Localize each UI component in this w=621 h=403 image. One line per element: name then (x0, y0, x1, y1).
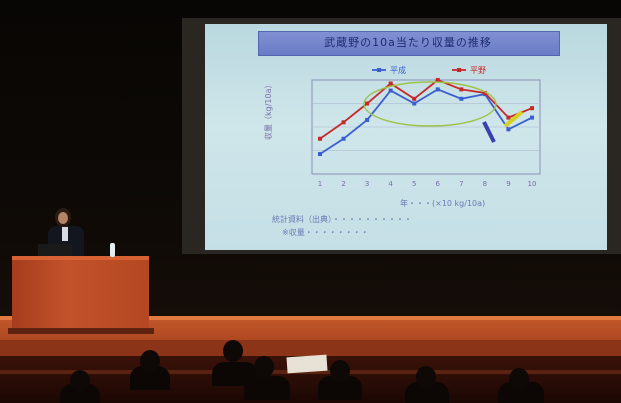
chart-annotation-arrow-yellow (503, 110, 524, 128)
chart-data-point (506, 115, 511, 120)
chart-data-point (435, 87, 440, 92)
slide-note-line-2: ※収量・・・・・・・・ (282, 228, 369, 237)
podium (12, 256, 149, 334)
chart-x-tick-label: 6 (436, 180, 441, 188)
chart-annotation-ellipse (363, 81, 497, 127)
chart-data-point (365, 101, 370, 106)
chart-data-point (318, 136, 322, 141)
chart-x-tick-label: 1 (318, 180, 322, 188)
chart-data-point (530, 106, 534, 111)
chart-series-line (319, 88, 533, 155)
chart-x-tick-label: 10 (528, 180, 537, 188)
chart-data-point (365, 117, 370, 122)
audience-member-head (140, 350, 160, 372)
speaker-face (58, 212, 68, 224)
chart-data-point (482, 90, 487, 95)
audience-member-shoulders (60, 384, 100, 403)
chart-data-point (388, 88, 393, 93)
water-bottle (110, 243, 115, 257)
audience-member-head (509, 368, 529, 390)
chart-x-tick-label: 7 (459, 180, 463, 188)
audience-member-head (70, 370, 90, 392)
laptop (38, 244, 72, 256)
slide-title: 武蔵野の10a当たり収量の推移 (324, 36, 492, 49)
audience-member-head (254, 356, 274, 378)
chart-x-tick-label: 4 (388, 180, 393, 188)
seat-row (0, 370, 621, 374)
chart-legend-marker (377, 68, 381, 72)
audience-member-shoulders (498, 382, 544, 403)
chart-data-point (506, 127, 511, 132)
audience-member-head (223, 340, 243, 362)
chart-x-tick-label: 3 (365, 180, 369, 188)
speaker-shirt (62, 227, 68, 241)
chart-x-tick-label: 8 (483, 180, 487, 188)
chart-data-point (530, 115, 534, 120)
audience-member-head (416, 366, 436, 388)
chart-legend-marker (457, 68, 461, 72)
slide-title-bar (258, 31, 560, 56)
podium-shadow (8, 328, 154, 334)
audience-member-shoulders (405, 382, 449, 403)
stage-edge (0, 316, 621, 320)
slide-axis-note: 年・・・(×10 kg/10a) (400, 199, 486, 208)
chart-annotation-arrow-blue (482, 121, 496, 143)
audience-member-head (330, 360, 350, 382)
chart-data-point (435, 78, 440, 82)
chart-legend-label: 平成 (390, 65, 406, 75)
chart-data-point (341, 136, 346, 141)
chart-data-point (318, 152, 322, 157)
chart-x-tick-label: 2 (341, 180, 345, 188)
chart-series-line (319, 78, 533, 140)
chart-x-tick-label: 5 (412, 180, 416, 188)
chart-data-point (412, 96, 417, 101)
chart-data-point (459, 87, 464, 92)
audience-member-shoulders (244, 376, 290, 400)
paper-on-seat (286, 354, 328, 374)
chart-x-tick-label: 9 (506, 180, 510, 188)
chart-data-point (412, 101, 417, 106)
slide-y-axis-label: 収量（kg/10a） (264, 80, 273, 141)
chart-data-point (459, 96, 464, 101)
chart-data-point (341, 120, 346, 125)
chart-legend-label: 平野 (470, 66, 486, 75)
chart-data-point (388, 81, 393, 86)
slide-note-line-1: 統計資料（出典）・・・・・・・・・・ (272, 215, 412, 224)
